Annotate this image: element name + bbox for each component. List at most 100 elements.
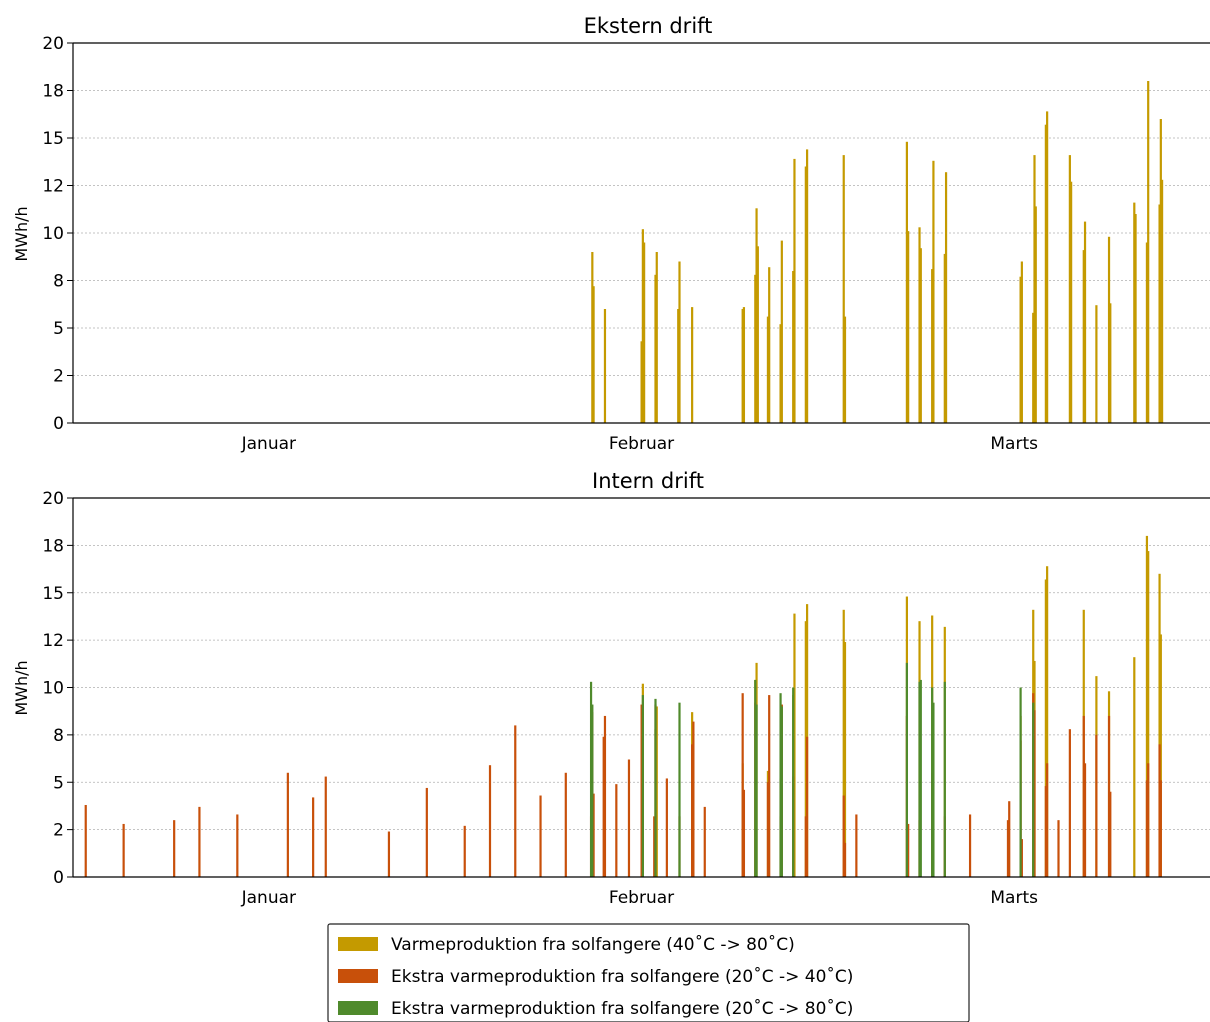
bar (756, 246, 759, 423)
bar (768, 267, 771, 423)
bar (1046, 566, 1049, 877)
bar (1083, 763, 1087, 877)
y-tick-label: 8 (53, 272, 64, 292)
y-ticks: 0 2 5 8 10 12 15 18 20 (42, 34, 73, 434)
bar (768, 695, 771, 877)
bar (678, 261, 681, 423)
bar (691, 307, 694, 423)
bar (678, 702, 681, 877)
legend-label: Ekstra varmeproduktion fra solfangere (2… (391, 966, 853, 987)
y-tick-label: 15 (42, 584, 64, 604)
bar (918, 227, 921, 423)
y-tick-label: 12 (42, 177, 64, 197)
y-tick-label: 2 (53, 367, 64, 387)
bar (1033, 710, 1036, 877)
bar (387, 831, 391, 877)
bar (1020, 261, 1023, 423)
bar (943, 681, 946, 877)
bar (1133, 202, 1136, 423)
bar (905, 662, 908, 877)
y-axis-label: MWh/h (12, 206, 31, 261)
bar (603, 715, 607, 877)
bar (640, 341, 643, 423)
bar (1159, 119, 1162, 423)
bar (1109, 303, 1112, 423)
bar (1145, 242, 1149, 423)
bar (640, 704, 643, 877)
x-ticks: Januar Februar Marts (241, 434, 1038, 454)
bar (1083, 221, 1087, 423)
y-tick-label: 0 (53, 868, 64, 888)
y-tick-label: 8 (53, 726, 64, 746)
bar (1046, 111, 1049, 424)
bar (1145, 780, 1149, 877)
y-tick-label: 18 (42, 82, 64, 102)
bar (1082, 715, 1085, 877)
bar (677, 309, 680, 423)
bar (804, 166, 807, 423)
bar (1082, 250, 1085, 423)
bar (968, 814, 972, 877)
bar (286, 772, 289, 877)
bar (793, 613, 796, 877)
bar (932, 160, 935, 424)
bar (173, 820, 176, 877)
legend-label: Varmeproduktion fra solfangere (40˚C -> … (391, 934, 795, 955)
y-tick-label: 15 (42, 129, 64, 149)
bar (589, 681, 593, 877)
bar (312, 797, 315, 877)
bar (943, 253, 946, 423)
y-tick-label: 2 (53, 821, 64, 841)
y-tick-label: 20 (42, 489, 64, 509)
bar (1032, 702, 1035, 877)
legend: Varmeproduktion fra solfangere (40˚C -> … (327, 923, 970, 1022)
bar (654, 698, 657, 877)
bar (1032, 312, 1035, 423)
y-tick-label: 10 (42, 224, 64, 244)
bar (1147, 763, 1150, 877)
bar (1046, 763, 1049, 877)
bar (591, 252, 594, 423)
bar (919, 248, 922, 423)
bar (592, 793, 595, 877)
bar (236, 814, 239, 877)
bar (1159, 634, 1162, 877)
bar (805, 736, 809, 877)
bar (615, 784, 618, 877)
legend-swatch (338, 937, 378, 951)
bar (843, 842, 847, 877)
bar (592, 286, 595, 423)
bar (655, 706, 658, 877)
bar (855, 814, 858, 877)
chart-title: Intern drift (592, 469, 704, 493)
chart-ekstern-drift: Ekstern drift MWh/h 0 2 5 8 10 12 15 18 20 Janua… (12, 14, 1210, 454)
bar (907, 231, 910, 423)
bar (755, 704, 758, 877)
x-tick-label: Februar (609, 434, 674, 454)
bar (780, 706, 783, 877)
bar (1068, 155, 1071, 423)
bar (919, 679, 922, 877)
bar (463, 825, 466, 877)
bar (643, 242, 646, 423)
chart-intern-drift: Intern drift MWh/h 0 2 5 8 10 12 15 18 20 Januar… (12, 469, 1210, 908)
bar (1034, 206, 1037, 423)
x-tick-label: Februar (609, 888, 674, 908)
bar (780, 240, 783, 423)
bar (1057, 820, 1060, 877)
bar (627, 759, 631, 877)
bar (842, 609, 845, 877)
bar (692, 721, 695, 877)
bar (804, 621, 807, 877)
y-axis-label: MWh/h (12, 660, 31, 715)
x-tick-label: Marts (990, 434, 1038, 454)
bar (842, 155, 845, 423)
bar (488, 765, 492, 877)
bar (122, 823, 125, 877)
bar (654, 274, 657, 423)
bar (198, 806, 201, 877)
bar (1095, 734, 1098, 877)
bar (665, 778, 668, 877)
x-tick-label: Januar (241, 434, 296, 454)
bars (84, 535, 1162, 877)
